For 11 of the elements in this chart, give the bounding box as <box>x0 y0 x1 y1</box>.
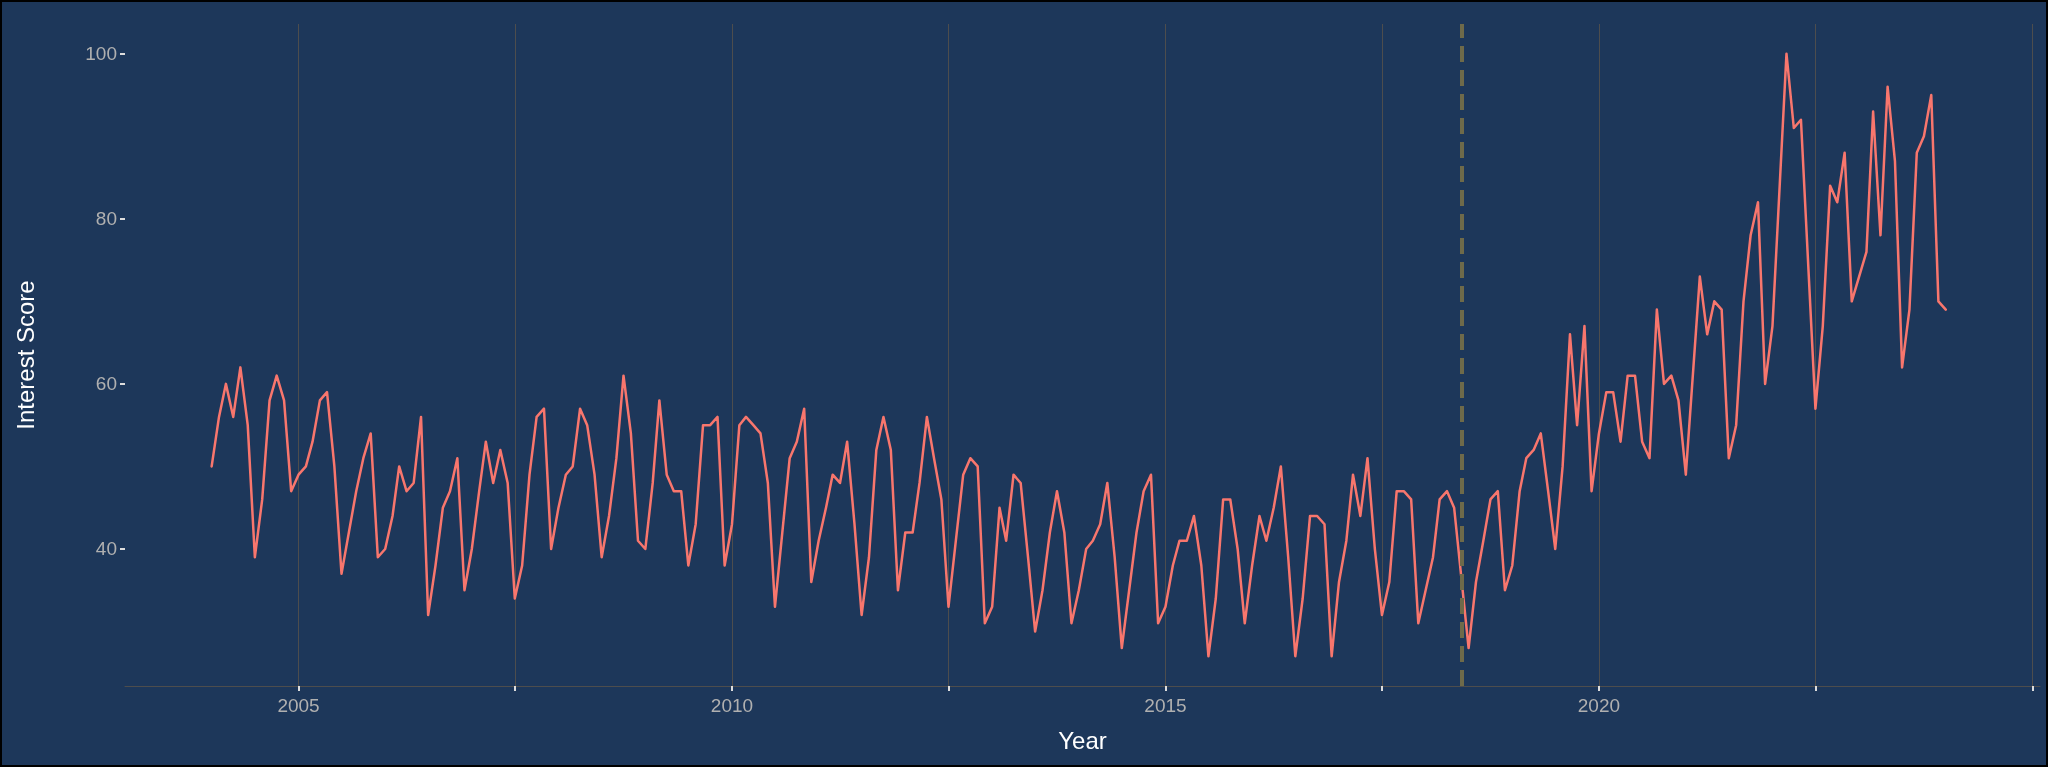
y-tick-label: 60 <box>95 373 117 395</box>
y-axis-title: Interest Score <box>11 280 39 430</box>
y-tick-label: 100 <box>85 43 117 65</box>
line-series <box>210 52 1948 658</box>
x-tick-label: 2015 <box>1144 695 1187 716</box>
x-tick-label: 2010 <box>710 695 754 716</box>
x-tick-label: 2005 <box>277 695 320 716</box>
y-tick-label: 80 <box>95 208 117 230</box>
x-axis-title: Year <box>1058 726 1107 754</box>
x-tick-label: 2020 <box>1577 695 1621 716</box>
y-tick-label: 40 <box>95 538 117 560</box>
